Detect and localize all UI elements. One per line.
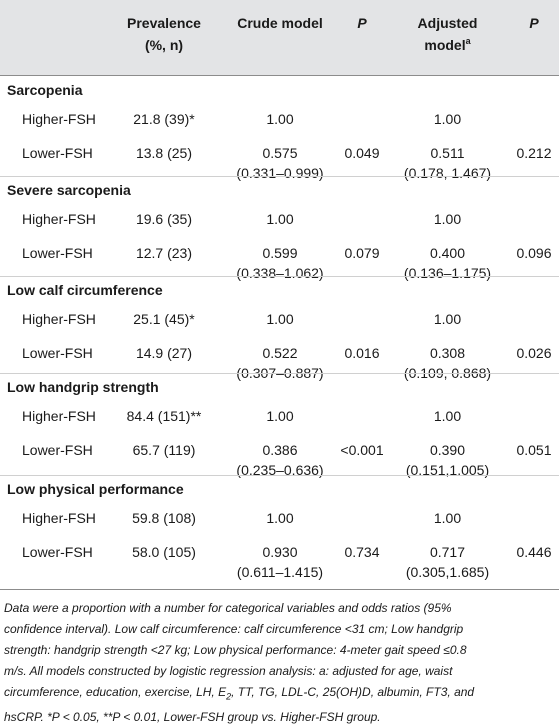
row-p-crude: <0.001: [340, 442, 384, 458]
row-crude-ci: (0.338–1.062): [236, 265, 324, 281]
row-p-crude: 0.079: [344, 245, 380, 261]
header-prevalence: Prevalence (%, n): [127, 15, 201, 53]
row-group-label: Higher-FSH: [22, 408, 96, 424]
row-crude-or: 1.00: [266, 211, 294, 227]
header-adjusted: Adjusted modela: [417, 15, 478, 53]
header-p2: P: [529, 15, 539, 31]
row-p-adjusted: 0.026: [516, 345, 552, 361]
row-prevalence: 65.7 (119): [132, 442, 196, 458]
row-group-label: Lower-FSH: [22, 245, 93, 261]
row-prevalence: 13.8 (25): [135, 145, 193, 161]
row-adjusted-or: 1.00: [433, 408, 462, 424]
section-title: Severe sarcopenia: [7, 182, 131, 198]
row-p-crude: 0.016: [344, 345, 380, 361]
row-crude-or: 1.00: [266, 510, 294, 526]
row-prevalence: 59.8 (108): [132, 510, 196, 526]
row-adjusted-ci: (0.178, 1.467): [403, 165, 492, 181]
row-prevalence: 21.8 (39)*: [133, 111, 195, 127]
row-prevalence: 19.6 (35): [135, 211, 193, 227]
header-rule: [0, 75, 559, 76]
row-adjusted-or: 1.00: [433, 211, 462, 227]
row-crude-ci: (0.331–0.999): [236, 165, 324, 181]
row-group-label: Higher-FSH: [22, 211, 96, 227]
row-group-label: Lower-FSH: [22, 345, 93, 361]
row-adjusted-or: 1.00: [433, 510, 462, 526]
row-adjusted-or: 0.308: [429, 345, 466, 361]
row-crude-or: 0.599: [262, 245, 298, 261]
header-adjusted-sup: a: [465, 36, 471, 46]
bottom-rule: [0, 589, 559, 590]
row-group-label: Lower-FSH: [22, 544, 93, 560]
row-crude-or: 1.00: [266, 111, 294, 127]
row-adjusted-or: 0.390: [429, 442, 466, 458]
row-adjusted-ci: (0.305,1.685): [405, 564, 490, 580]
row-prevalence: 25.1 (45)*: [133, 311, 195, 327]
row-crude-or: 0.522: [262, 345, 298, 361]
row-crude-ci: (0.235–0.636): [236, 462, 324, 478]
row-adjusted-or: 1.00: [433, 311, 462, 327]
row-adjusted-or: 0.511: [430, 145, 465, 161]
header-p1: P: [357, 15, 367, 31]
row-adjusted-or: 1.00: [433, 111, 462, 127]
section-divider: [0, 475, 559, 476]
row-adjusted-or: 0.400: [429, 245, 466, 261]
row-crude-ci: (0.611–1.415): [236, 564, 324, 580]
row-group-label: Lower-FSH: [22, 145, 93, 161]
row-group-label: Higher-FSH: [22, 510, 96, 526]
section-divider: [0, 176, 559, 177]
section-title: Sarcopenia: [7, 82, 83, 98]
row-group-label: Higher-FSH: [22, 111, 96, 127]
row-p-crude: 0.049: [344, 145, 380, 161]
section-divider: [0, 373, 559, 374]
row-crude-or: 0.575: [262, 145, 298, 161]
section-title: Low handgrip strength: [7, 379, 159, 395]
row-prevalence: 58.0 (105): [132, 544, 196, 560]
row-p-adjusted: 0.051: [516, 442, 552, 458]
table-footnote: Data were a proportion with a number for…: [4, 601, 475, 725]
row-p-adjusted: 0.212: [516, 145, 552, 161]
row-prevalence: 14.9 (27): [135, 345, 193, 361]
row-adjusted-or: 0.717: [429, 544, 466, 560]
row-adjusted-ci: (0.136–1.175): [403, 265, 492, 281]
section-divider: [0, 276, 559, 277]
row-p-adjusted: 0.446: [516, 544, 552, 560]
table-header: Prevalence (%, n) Crude model P Adjusted…: [0, 0, 559, 75]
row-p-adjusted: 0.096: [516, 245, 552, 261]
row-p-crude: 0.734: [344, 544, 380, 560]
row-crude-or: 1.00: [266, 408, 294, 424]
row-crude-or: 0.386: [262, 442, 298, 458]
row-group-label: Higher-FSH: [22, 311, 96, 327]
row-crude-or: 0.930: [262, 544, 298, 560]
row-adjusted-ci: (0.151,1.005): [405, 462, 490, 478]
row-prevalence: 12.7 (23): [135, 245, 193, 261]
row-group-label: Lower-FSH: [22, 442, 93, 458]
section-title: Low physical performance: [7, 481, 184, 497]
row-crude-or: 1.00: [266, 311, 294, 327]
section-title: Low calf circumference: [7, 282, 163, 298]
header-crude: Crude model: [237, 15, 323, 31]
row-prevalence: 84.4 (151)**: [126, 408, 202, 424]
